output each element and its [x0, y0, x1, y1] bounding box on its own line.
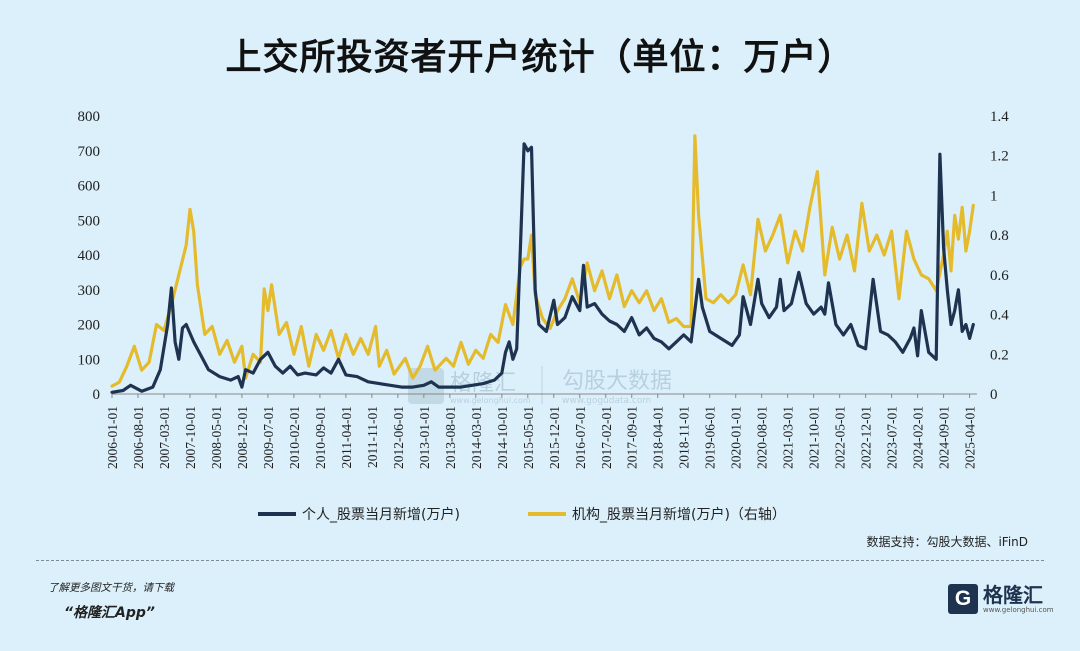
x-tick-17: 2015-12-01 [547, 406, 562, 469]
axes-layer: 0 100 200 300 400 500 600 700 800 0 0.2 0.4 0.6 0.8 1 1… [78, 109, 1010, 469]
watermark-right-name: 勾股大数据 [562, 369, 672, 394]
y-left-tick-0: 0 [93, 387, 101, 403]
y-left-tick-6: 600 [78, 179, 101, 195]
chart-svg: 格隆汇 www.gelonghui.com 勾股大数据 www.gogudata… [78, 109, 1010, 523]
y-left-tick-8: 800 [78, 109, 101, 125]
watermark-right-url: www.gogudata.com [562, 396, 651, 406]
x-tick-28: 2022-05-01 [833, 406, 848, 469]
promo-app-name: “格隆汇App” [64, 605, 155, 621]
brand-logo-block: G 格隆汇 www.gelonghui.com [948, 584, 1054, 614]
x-tick-12: 2013-01-01 [417, 406, 432, 469]
y-left-tick-2: 200 [78, 318, 101, 334]
x-tick-11: 2012-06-01 [391, 406, 406, 469]
x-tick-3: 2007-10-01 [183, 406, 198, 469]
x-tick-15: 2014-10-01 [495, 406, 510, 469]
series-line-institution [110, 134, 975, 388]
y-left-tick-3: 300 [78, 283, 101, 299]
series-line-individual [110, 142, 975, 394]
x-tick-0: 2006-01-01 [105, 406, 120, 469]
brand-name: 格隆汇 [983, 582, 1043, 607]
legend-label-0: 个人_股票当月新增(万户) [302, 506, 460, 523]
y-left-tick-7: 700 [78, 144, 101, 160]
x-tick-20: 2017-09-01 [625, 406, 640, 469]
x-tick-13: 2013-08-01 [443, 406, 458, 469]
y-left-tick-1: 100 [78, 352, 101, 368]
x-tick-33: 2025-04-01 [963, 406, 978, 469]
x-tick-22: 2018-11-01 [677, 406, 692, 469]
legend: 个人_股票当月新增(万户) 机构_股票当月新增(万户)（右轴） [258, 506, 786, 523]
x-tick-26: 2021-03-01 [781, 406, 796, 469]
brand-logo-icon: G [948, 584, 978, 614]
y-right-tick-7: 1.4 [990, 109, 1009, 125]
divider [36, 560, 1044, 561]
x-tick-7: 2010-02-01 [287, 406, 302, 469]
x-tick-25: 2020-08-01 [755, 406, 770, 469]
x-tick-1: 2006-08-01 [131, 406, 146, 469]
x-tick-2: 2007-03-01 [157, 406, 172, 469]
lines-layer [110, 134, 975, 394]
y-right-tick-5: 1 [990, 188, 998, 204]
x-tick-30: 2023-07-01 [885, 406, 900, 469]
x-tick-6: 2009-07-01 [261, 406, 276, 469]
brand-text: 格隆汇 www.gelonghui.com [983, 582, 1054, 614]
x-tick-4: 2008-05-01 [209, 406, 224, 469]
y-right-tick-4: 0.8 [990, 228, 1009, 244]
x-tick-24: 2020-01-01 [729, 406, 744, 469]
x-tick-19: 2017-02-01 [599, 406, 614, 469]
y-right-tick-3: 0.6 [990, 268, 1009, 284]
y-right-tick-2: 0.4 [990, 308, 1009, 324]
x-tick-10: 2011-11-01 [365, 406, 380, 468]
x-tick-16: 2015-05-01 [521, 406, 536, 469]
x-tick-23: 2019-06-01 [703, 406, 718, 469]
promo-text: 了解更多图文干货，请下载 [48, 582, 174, 594]
brand-url: www.gelonghui.com [983, 605, 1054, 614]
y-left-tick-4: 400 [78, 248, 101, 264]
x-tick-31: 2024-02-01 [911, 406, 926, 469]
x-tick-14: 2014-03-01 [469, 406, 484, 469]
x-tick-29: 2022-12-01 [859, 406, 874, 469]
x-tick-32: 2024-09-01 [937, 406, 952, 469]
x-tick-8: 2010-09-01 [313, 406, 328, 469]
x-tick-21: 2018-04-01 [651, 406, 666, 469]
x-tick-9: 2011-04-01 [339, 406, 354, 469]
y-right-tick-0: 0 [990, 387, 998, 403]
y-left-tick-5: 500 [78, 213, 101, 229]
legend-label-1: 机构_股票当月新增(万户)（右轴） [572, 506, 786, 523]
y-right-tick-6: 1.2 [990, 149, 1009, 165]
x-tick-5: 2008-12-01 [235, 406, 250, 469]
x-tick-18: 2016-07-01 [573, 406, 588, 469]
y-right-tick-1: 0.2 [990, 347, 1009, 363]
watermark-left-url: www.gelonghui.com [450, 396, 531, 405]
chart-title: 上交所投资者开户统计（单位：万户） [225, 37, 855, 78]
source-note: 数据支持：勾股大数据、iFinD [866, 535, 1028, 549]
x-tick-27: 2021-10-01 [807, 406, 822, 469]
